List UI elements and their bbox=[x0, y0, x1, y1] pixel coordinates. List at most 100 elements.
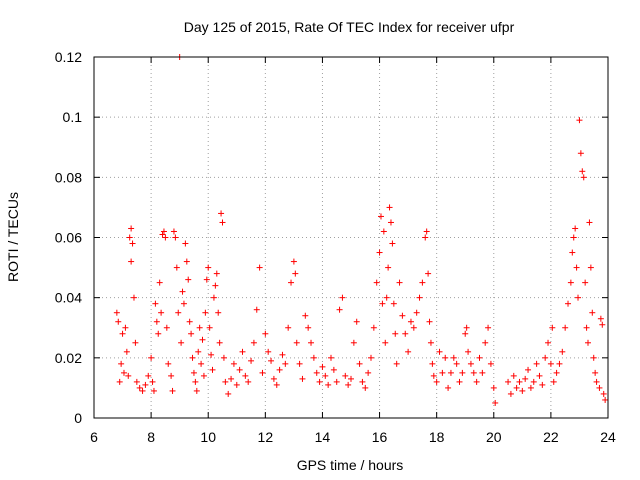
data-point bbox=[245, 378, 252, 385]
data-point bbox=[313, 369, 320, 376]
data-point bbox=[145, 372, 152, 379]
data-point bbox=[248, 357, 255, 364]
data-point bbox=[353, 318, 360, 325]
data-point bbox=[200, 372, 207, 379]
data-point bbox=[419, 279, 426, 286]
data-point bbox=[356, 360, 363, 367]
data-point bbox=[479, 369, 486, 376]
data-point bbox=[422, 234, 429, 241]
data-point bbox=[328, 354, 335, 361]
data-point bbox=[115, 318, 122, 325]
data-point bbox=[547, 360, 554, 367]
y-tick-label: 0.02 bbox=[55, 350, 82, 366]
data-point bbox=[370, 324, 377, 331]
data-point bbox=[416, 294, 423, 301]
data-point bbox=[212, 282, 219, 289]
data-point bbox=[165, 360, 172, 367]
data-point bbox=[180, 300, 187, 307]
data-point bbox=[230, 360, 237, 367]
data-point bbox=[545, 339, 552, 346]
x-tick-label: 10 bbox=[200, 429, 216, 445]
data-point bbox=[160, 228, 167, 235]
data-point bbox=[253, 306, 260, 313]
data-point bbox=[156, 279, 163, 286]
y-tick-label: 0.1 bbox=[63, 109, 83, 125]
data-point bbox=[193, 387, 200, 394]
data-point bbox=[172, 234, 179, 241]
data-point bbox=[423, 228, 430, 235]
data-point bbox=[573, 264, 580, 271]
data-point bbox=[139, 387, 146, 394]
data-point bbox=[562, 324, 569, 331]
data-point bbox=[190, 369, 197, 376]
data-point bbox=[559, 348, 566, 355]
data-point bbox=[453, 360, 460, 367]
data-point bbox=[567, 279, 574, 286]
data-point bbox=[219, 219, 226, 226]
data-point bbox=[570, 234, 577, 241]
data-point bbox=[195, 348, 202, 355]
data-point bbox=[569, 249, 576, 256]
data-point bbox=[359, 378, 366, 385]
data-point bbox=[513, 384, 520, 391]
data-point bbox=[179, 288, 186, 295]
data-point bbox=[533, 360, 540, 367]
data-point bbox=[405, 348, 412, 355]
data-point bbox=[470, 369, 477, 376]
y-tick-labels: 0 0.02 0.04 0.06 0.08 0.1 0.12 bbox=[55, 49, 82, 426]
y-tick-label: 0.04 bbox=[55, 290, 82, 306]
data-point bbox=[268, 357, 275, 364]
data-point bbox=[430, 372, 437, 379]
data-point bbox=[310, 354, 317, 361]
data-point bbox=[262, 330, 269, 337]
data-point bbox=[399, 312, 406, 319]
data-point bbox=[407, 318, 414, 325]
data-point bbox=[215, 309, 222, 316]
data-point bbox=[507, 390, 514, 397]
data-point bbox=[113, 309, 120, 316]
data-point bbox=[220, 354, 227, 361]
data-point bbox=[158, 309, 165, 316]
data-point bbox=[456, 378, 463, 385]
data-point bbox=[153, 318, 160, 325]
data-point bbox=[542, 354, 549, 361]
data-point bbox=[236, 366, 243, 373]
data-point bbox=[602, 396, 609, 403]
data-point bbox=[576, 117, 583, 124]
data-point bbox=[425, 270, 432, 277]
data-point bbox=[189, 354, 196, 361]
data-point bbox=[133, 378, 140, 385]
data-point bbox=[316, 378, 323, 385]
data-point bbox=[379, 300, 386, 307]
data-point bbox=[342, 372, 349, 379]
data-point bbox=[288, 279, 295, 286]
data-point bbox=[590, 354, 597, 361]
data-point bbox=[159, 231, 166, 238]
data-point bbox=[208, 351, 215, 358]
y-tick-label: 0.08 bbox=[55, 169, 82, 185]
data-point bbox=[447, 369, 454, 376]
plot-frame bbox=[93, 56, 609, 419]
data-point bbox=[348, 375, 354, 382]
data-point bbox=[426, 318, 433, 325]
data-point bbox=[182, 240, 189, 247]
data-point bbox=[582, 279, 589, 286]
data-point bbox=[522, 375, 529, 382]
y-tick-label: 0.06 bbox=[55, 230, 82, 246]
data-point bbox=[118, 360, 125, 367]
data-point bbox=[273, 381, 280, 388]
data-point bbox=[556, 360, 563, 367]
data-point bbox=[597, 315, 604, 322]
data-point bbox=[376, 249, 383, 256]
data-point bbox=[325, 381, 332, 388]
data-point bbox=[270, 375, 277, 382]
data-point bbox=[213, 270, 220, 277]
data-point bbox=[239, 348, 246, 355]
data-point bbox=[123, 348, 130, 355]
data-point bbox=[580, 174, 587, 181]
data-point bbox=[553, 369, 560, 376]
data-point bbox=[380, 228, 387, 235]
data-point bbox=[265, 348, 272, 355]
data-point bbox=[169, 387, 176, 394]
data-point bbox=[128, 225, 135, 232]
